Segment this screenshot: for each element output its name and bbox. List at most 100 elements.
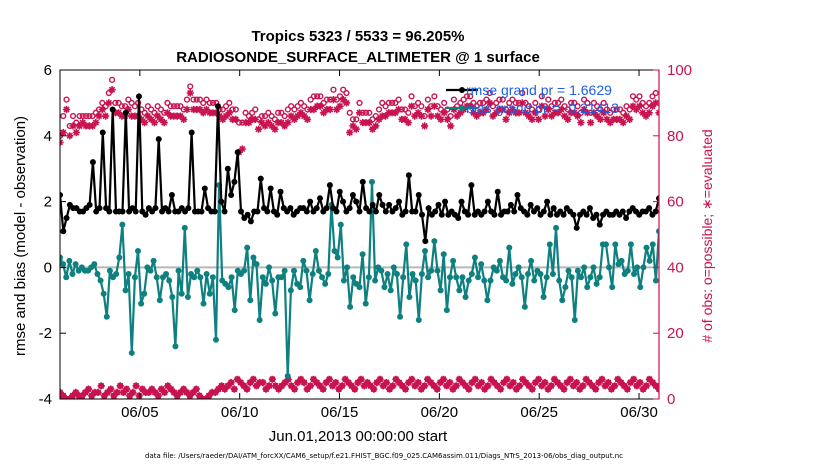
obs_possible-marker xyxy=(317,93,324,100)
bottom_evaluated-marker xyxy=(382,378,390,387)
bottom_evaluated-marker xyxy=(531,378,539,387)
bottom_evaluated-marker xyxy=(512,385,520,393)
obs_evaluated-marker xyxy=(447,122,455,130)
rmse-point xyxy=(96,205,103,212)
rmse-point xyxy=(455,215,462,222)
bias-point xyxy=(418,270,425,277)
bias-point xyxy=(484,297,491,304)
bias-point xyxy=(478,261,485,268)
bottom_evaluated-marker xyxy=(357,375,365,383)
obs_evaluated-marker xyxy=(294,112,302,120)
obs_possible-marker xyxy=(551,99,558,107)
bottom_evaluated-marker xyxy=(265,382,273,390)
bottom_evaluated-marker xyxy=(214,385,223,393)
bottom_evaluated-marker xyxy=(335,385,343,393)
bottom_evaluated-marker xyxy=(569,382,577,390)
bottom_evaluated-marker xyxy=(233,375,242,383)
rmse-point xyxy=(106,208,113,215)
obs_evaluated-marker xyxy=(157,115,165,123)
bias-point xyxy=(334,254,341,261)
bottom_evaluated-marker xyxy=(598,375,606,383)
obs_evaluated-marker xyxy=(596,115,604,123)
bias-point xyxy=(228,274,235,281)
bottom_evaluated-marker xyxy=(97,382,105,390)
bottom_evaluated-marker xyxy=(278,382,286,390)
rmse-point xyxy=(244,211,251,218)
bottom_evaluated-marker xyxy=(164,382,172,390)
bottom_evaluated-marker xyxy=(554,378,562,387)
obs_possible-marker xyxy=(392,99,399,107)
bias-point xyxy=(652,277,659,284)
obs_evaluated-marker xyxy=(183,105,191,114)
obs_evaluated-marker xyxy=(401,115,409,123)
bias-point xyxy=(481,277,488,284)
obs_possible-marker xyxy=(639,99,646,107)
obs_possible-marker xyxy=(603,106,611,113)
bias-point xyxy=(428,267,435,274)
bottom_evaluated-marker xyxy=(100,392,108,399)
legend: rmse grand pr = 1.6629 bias grand pr = -0… xyxy=(446,82,619,116)
bias-point xyxy=(231,307,238,314)
bottom_evaluated-marker xyxy=(626,378,635,387)
bottom_evaluated-marker xyxy=(126,392,134,399)
obs_possible-marker xyxy=(82,112,90,120)
obs_evaluated-marker xyxy=(147,115,155,123)
bottom_evaluated-marker xyxy=(528,385,536,393)
bottom_evaluated-marker xyxy=(322,378,330,387)
rmse-point xyxy=(89,159,96,166)
bottom_evaluated-marker xyxy=(262,385,270,393)
obs_evaluated-marker xyxy=(219,115,227,123)
bottom_evaluated-marker xyxy=(367,382,375,390)
bottom_evaluated-marker xyxy=(420,382,429,390)
obs_evaluated-marker xyxy=(587,119,595,127)
bias-point xyxy=(571,317,578,324)
bottom_evaluated-marker xyxy=(630,375,638,383)
obs_evaluated-marker xyxy=(144,112,152,120)
bias-point xyxy=(209,274,216,281)
rmse-point xyxy=(583,211,590,218)
obs_evaluated-marker xyxy=(603,115,611,123)
rmse-point xyxy=(63,215,70,222)
bottom_evaluated-marker xyxy=(481,385,489,393)
obs_evaluated-marker xyxy=(541,112,549,120)
obs_evaluated-marker xyxy=(508,105,517,114)
obs_possible-marker xyxy=(118,103,125,110)
bottom_evaluated-marker xyxy=(373,378,381,387)
bottom_evaluated-marker xyxy=(493,382,501,390)
rmse-point xyxy=(646,205,653,212)
obs_possible-marker xyxy=(164,99,171,107)
bottom_evaluated-marker xyxy=(509,378,517,387)
x-tick-label: 06/15 xyxy=(321,404,359,421)
obs_possible-marker xyxy=(125,96,132,103)
bottom_evaluated-marker xyxy=(180,385,188,393)
rmse-point xyxy=(198,208,205,215)
obs_possible-marker xyxy=(414,99,422,107)
obs_possible-marker xyxy=(509,96,516,103)
obs_possible-marker xyxy=(594,103,601,110)
bottom_evaluated-marker xyxy=(620,382,628,390)
bias-point xyxy=(587,274,594,281)
obs_possible-marker xyxy=(108,76,116,83)
bottom_evaluated-marker xyxy=(249,375,257,383)
bias-point xyxy=(365,274,372,281)
bias-point xyxy=(113,270,120,277)
bottom_evaluated-marker xyxy=(405,378,413,387)
obs_evaluated-marker xyxy=(411,112,419,120)
legend-rmse-label: rmse grand pr = 1.6629 xyxy=(466,82,612,98)
bottom_evaluated-marker xyxy=(170,388,178,396)
rmse-point xyxy=(402,208,409,215)
rmse-point xyxy=(333,208,340,215)
obs_evaluated-marker xyxy=(163,109,171,117)
bias-point xyxy=(584,284,591,291)
rmse-point xyxy=(372,208,379,215)
obs_evaluated-marker xyxy=(554,109,562,117)
bias-point xyxy=(344,264,351,271)
obs_evaluated-marker xyxy=(583,109,591,117)
bottom_evaluated-marker xyxy=(408,375,416,383)
bottom_evaluated-marker xyxy=(294,378,302,387)
obs_possible-marker xyxy=(122,103,129,110)
rmse-point xyxy=(458,198,465,205)
rmse-point xyxy=(234,149,241,156)
bottom_evaluated-marker xyxy=(72,388,80,396)
rmse-point xyxy=(254,208,261,215)
